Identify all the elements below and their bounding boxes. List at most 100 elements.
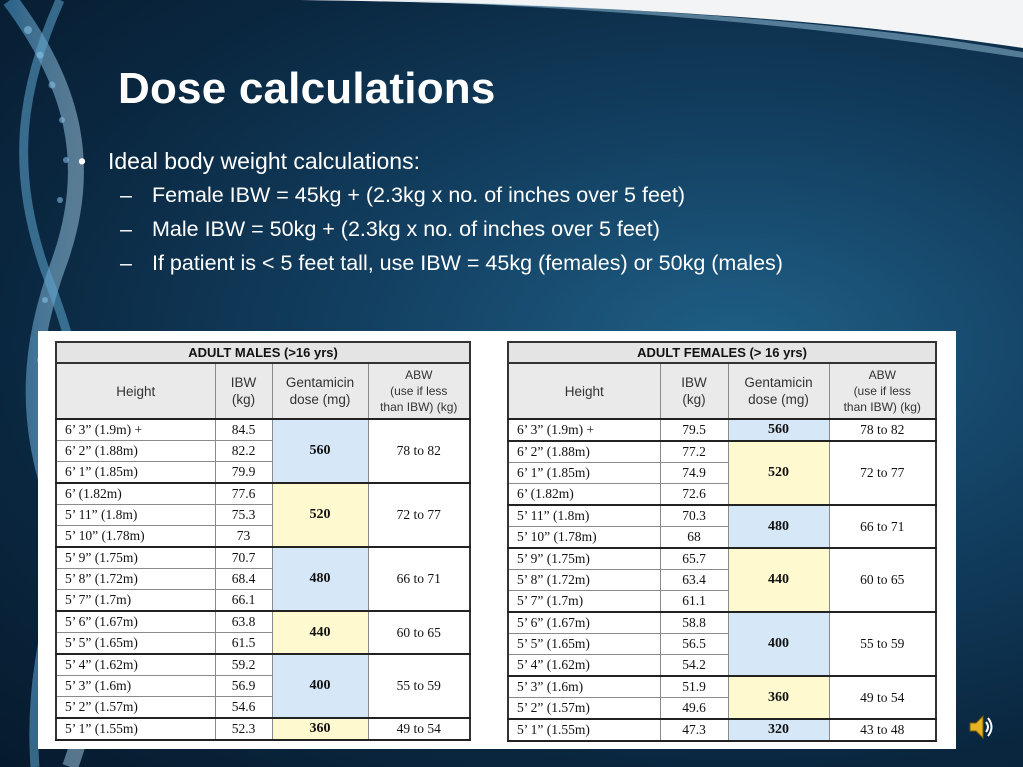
table-row: 5’ 7” (1.7m) 66.1: [55, 589, 470, 612]
abw-cell: 49 to 54: [367, 717, 471, 741]
table-caption: ADULT MALES (>16 yrs): [54, 341, 472, 364]
height-cell: 6’ (1.82m): [55, 482, 216, 505]
table-row: 5’ 6” (1.67m) 58.8 400 55 to 59: [507, 611, 937, 677]
dose-cell: 400: [727, 611, 830, 677]
ibw-cell: 56.9: [214, 675, 273, 697]
short-patient-rule: If patient is < 5 feet tall, use IBW = 4…: [152, 251, 783, 275]
sub-bullet-marker: –: [120, 251, 132, 275]
table-row: 5’ 1” (1.55m) 47.3 320 43 to 48: [507, 718, 937, 742]
column-header-height: Height: [507, 362, 661, 420]
ibw-cell: 54.6: [214, 696, 273, 719]
table-row: 6’ 3” (1.9m) + 84.5 560 78 to 82: [55, 418, 471, 484]
ibw-cell: 63.4: [659, 569, 729, 591]
table-row: 6’ 3” (1.9m) + 79.5 560 78 to 82: [507, 418, 937, 442]
ibw-cell: 61.5: [214, 632, 273, 655]
table-row: 6’ 2” (1.88m) 82.2: [55, 440, 470, 462]
column-header-gentamicin: Gentamicin dose (mg): [271, 362, 369, 420]
table-row: 5’ 7” (1.7m) 61.1: [507, 590, 936, 613]
height-cell: 5’ 2” (1.57m): [55, 696, 216, 719]
dose-cell: 360: [271, 717, 369, 741]
ibw-cell: 47.3: [659, 718, 729, 742]
ibw-cell: 77.6: [214, 482, 273, 505]
table-row: 6’ (1.82m) 77.6 520 72 to 77: [55, 482, 471, 548]
ibw-cell: 49.6: [659, 697, 729, 720]
ibw-cell: 84.5: [214, 418, 273, 441]
height-cell: 6’ 1” (1.85m): [55, 461, 216, 484]
bullet-list: • Ideal body weight calculations: – Fema…: [78, 144, 783, 280]
height-cell: 5’ 8” (1.72m): [55, 568, 216, 590]
height-cell: 6’ (1.82m): [507, 483, 661, 506]
abw-cell: 55 to 59: [828, 611, 937, 677]
table-row: 5’ 5” (1.65m) 61.5: [55, 632, 470, 655]
table-row: 5’ 10” (1.78m) 73: [55, 525, 470, 548]
abw-cell: 49 to 54: [828, 675, 937, 720]
column-header-ibw: IBW (kg): [214, 362, 273, 420]
height-cell: 5’ 6” (1.67m): [507, 611, 661, 634]
ibw-cell: 70.7: [214, 546, 273, 569]
height-cell: 5’ 5” (1.65m): [55, 632, 216, 655]
height-cell: 5’ 3” (1.6m): [507, 675, 661, 698]
column-header-height: Height: [55, 362, 216, 420]
column-header-ibw: IBW (kg): [659, 362, 729, 420]
ibw-cell: 77.2: [659, 440, 729, 463]
ibw-cell: 68: [659, 526, 729, 549]
table-caption: ADULT FEMALES (> 16 yrs): [507, 341, 937, 364]
ibw-cell: 74.9: [659, 462, 729, 484]
ibw-cell: 65.7: [659, 547, 729, 570]
height-cell: 5’ 2” (1.57m): [507, 697, 661, 720]
abw-cell: 66 to 71: [367, 546, 471, 612]
ibw-cell: 52.3: [214, 717, 273, 741]
height-cell: 6’ 3” (1.9m) +: [55, 418, 216, 441]
bullet-marker: •: [78, 148, 87, 174]
speaker-icon[interactable]: [967, 712, 995, 742]
height-cell: 6’ 2” (1.88m): [507, 440, 661, 463]
table-row: 5’ 9” (1.75m) 65.7 440 60 to 65: [507, 547, 937, 613]
abw-cell: 72 to 77: [367, 482, 471, 548]
dose-cell: 480: [271, 546, 369, 612]
ibw-cell: 82.2: [214, 440, 273, 462]
height-cell: 5’ 1” (1.55m): [507, 718, 661, 742]
female-ibw-formula: Female IBW = 45kg + (2.3kg x no. of inch…: [152, 183, 685, 207]
height-cell: 5’ 11” (1.8m): [507, 504, 661, 527]
dose-cell: 440: [727, 547, 830, 613]
height-cell: 5’ 3” (1.6m): [55, 675, 216, 697]
table-row: 5’ 5” (1.65m) 56.5: [507, 633, 936, 655]
ibw-cell: 51.9: [659, 675, 729, 698]
table-row: 6’ 1” (1.85m) 79.9: [55, 461, 470, 484]
sub-bullet-marker: –: [120, 217, 132, 241]
ibw-cell: 58.8: [659, 611, 729, 634]
bullet-item: • Ideal body weight calculations:: [78, 144, 783, 178]
table-row: 5’ 2” (1.57m) 54.6: [55, 696, 470, 719]
table-row: 5’ 6” (1.67m) 63.8 440 60 to 65: [55, 610, 471, 655]
height-cell: 6’ 2” (1.88m): [55, 440, 216, 462]
dose-cell: 560: [271, 418, 369, 484]
sub-bullet-item: – Female IBW = 45kg + (2.3kg x no. of in…: [78, 178, 783, 212]
column-header-abw: ABW (use if less than IBW) (kg): [828, 362, 937, 420]
ibw-cell: 75.3: [214, 504, 273, 526]
height-cell: 5’ 7” (1.7m): [507, 590, 661, 613]
height-cell: 5’ 10” (1.78m): [55, 525, 216, 548]
height-cell: 5’ 9” (1.75m): [507, 547, 661, 570]
height-cell: 6’ 1” (1.85m): [507, 462, 661, 484]
dose-cell: 360: [727, 675, 830, 720]
abw-cell: 60 to 65: [828, 547, 937, 613]
sub-bullet-marker: –: [120, 183, 132, 207]
ibw-cell: 61.1: [659, 590, 729, 613]
abw-cell: 78 to 82: [828, 418, 937, 442]
table-row: 5’ 8” (1.72m) 68.4: [55, 568, 470, 590]
ibw-cell: 73: [214, 525, 273, 548]
ibw-cell: 68.4: [214, 568, 273, 590]
ibw-cell: 79.9: [214, 461, 273, 484]
table-row: 5’ 11” (1.8m) 70.3 480 66 to 71: [507, 504, 937, 549]
dose-cell: 440: [271, 610, 369, 655]
ibw-cell: 54.2: [659, 654, 729, 677]
height-cell: 5’ 1” (1.55m): [55, 717, 216, 741]
height-cell: 5’ 9” (1.75m): [55, 546, 216, 569]
height-cell: 5’ 4” (1.62m): [55, 653, 216, 676]
table-row: 5’ 3” (1.6m) 56.9: [55, 675, 470, 697]
bullet-text: Ideal body weight calculations:: [108, 148, 420, 174]
ibw-cell: 56.5: [659, 633, 729, 655]
abw-cell: 72 to 77: [828, 440, 937, 506]
ibw-cell: 63.8: [214, 610, 273, 633]
male-ibw-formula: Male IBW = 50kg + (2.3kg x no. of inches…: [152, 217, 660, 241]
